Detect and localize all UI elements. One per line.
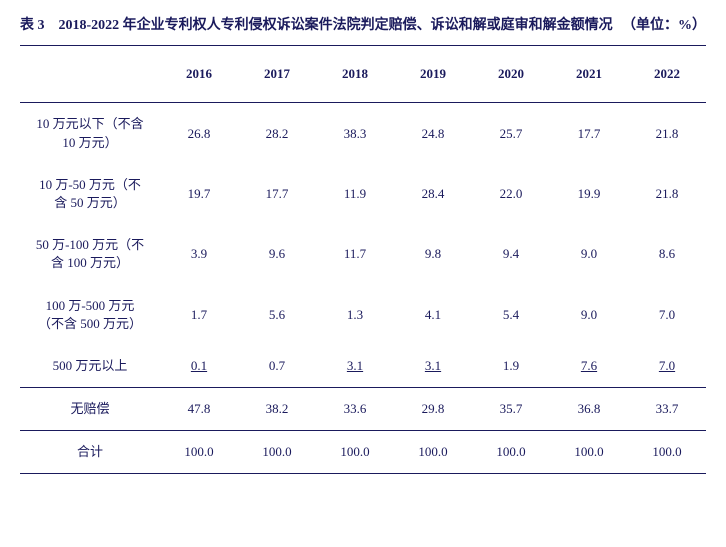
data-cell: 1.9	[472, 345, 550, 388]
row-label: 无赔偿	[70, 400, 109, 418]
data-cell: 100.0	[160, 431, 238, 474]
table-row: 100 万-500 万元 （不含 500 万元） 1.75.61.34.15.49…	[20, 285, 706, 345]
table-row: 合计100.0100.0100.0100.0100.0100.0100.0	[20, 431, 706, 474]
data-cell: 9.4	[472, 224, 550, 284]
row-label-cell: 合计	[20, 431, 160, 474]
data-cell: 11.7	[316, 224, 394, 284]
row-label: 10 万-50 万元（不 含 50 万元）	[39, 176, 141, 212]
data-cell: 8.6	[628, 224, 706, 284]
data-cell: 47.8	[160, 388, 238, 431]
data-cell: 25.7	[472, 103, 550, 164]
row-label-cell: 10 万-50 万元（不 含 50 万元）	[20, 164, 160, 224]
underlined-value: 7.0	[659, 358, 675, 373]
data-cell: 5.6	[238, 285, 316, 345]
row-label-cell: 500 万元以上	[20, 345, 160, 388]
row-label-cell: 50 万-100 万元（不 含 100 万元）	[20, 224, 160, 284]
data-cell: 36.8	[550, 388, 628, 431]
data-cell: 7.0	[628, 345, 706, 388]
data-table: 2016201720182019202020212022 10 万元以下（不含 …	[20, 45, 706, 474]
data-cell: 3.1	[316, 345, 394, 388]
table-row: 500 万元以上 0.1 0.7 3.1 3.1 1.9 7.6 7.0	[20, 345, 706, 388]
data-cell: 35.7	[472, 388, 550, 431]
data-cell: 9.0	[550, 224, 628, 284]
table-row: 无赔偿 47.838.233.629.835.736.833.7	[20, 388, 706, 431]
data-cell: 17.7	[550, 103, 628, 164]
table-row: 10 万-50 万元（不 含 50 万元） 19.717.711.928.422.…	[20, 164, 706, 224]
col-label	[20, 46, 160, 103]
data-cell: 4.1	[394, 285, 472, 345]
data-cell: 100.0	[316, 431, 394, 474]
data-cell: 100.0	[550, 431, 628, 474]
data-cell: 28.4	[394, 164, 472, 224]
data-cell: 9.0	[550, 285, 628, 345]
table-head: 2016201720182019202020212022	[20, 46, 706, 103]
row-label-cell: 10 万元以下（不含 10 万元）	[20, 103, 160, 164]
row-label-cell: 无赔偿	[20, 388, 160, 431]
data-cell: 17.7	[238, 164, 316, 224]
table-row: 50 万-100 万元（不 含 100 万元） 3.99.611.79.89.49…	[20, 224, 706, 284]
data-cell: 100.0	[394, 431, 472, 474]
data-cell: 3.1	[394, 345, 472, 388]
data-cell: 33.7	[628, 388, 706, 431]
data-cell: 26.8	[160, 103, 238, 164]
data-cell: 21.8	[628, 164, 706, 224]
col-year: 2016	[160, 46, 238, 103]
data-cell: 0.7	[238, 345, 316, 388]
row-label: 50 万-100 万元（不 含 100 万元）	[36, 236, 144, 272]
data-cell: 7.6	[550, 345, 628, 388]
data-cell: 1.7	[160, 285, 238, 345]
data-cell: 7.0	[628, 285, 706, 345]
data-cell: 19.9	[550, 164, 628, 224]
data-cell: 0.1	[160, 345, 238, 388]
underlined-value: 3.1	[347, 358, 363, 373]
col-year: 2017	[238, 46, 316, 103]
data-cell: 38.2	[238, 388, 316, 431]
row-label: 100 万-500 万元 （不含 500 万元）	[38, 297, 142, 333]
col-year: 2019	[394, 46, 472, 103]
data-cell: 9.6	[238, 224, 316, 284]
data-cell: 3.9	[160, 224, 238, 284]
data-cell: 22.0	[472, 164, 550, 224]
data-cell: 100.0	[628, 431, 706, 474]
data-cell: 28.2	[238, 103, 316, 164]
header-row: 2016201720182019202020212022	[20, 46, 706, 103]
row-label: 合计	[77, 443, 103, 461]
data-cell: 11.9	[316, 164, 394, 224]
data-cell: 9.8	[394, 224, 472, 284]
data-cell: 100.0	[472, 431, 550, 474]
data-cell: 24.8	[394, 103, 472, 164]
row-label-cell: 100 万-500 万元 （不含 500 万元）	[20, 285, 160, 345]
table-title: 表 3 2018-2022 年企业专利权人专利侵权诉讼案件法院判定赔偿、诉讼和解…	[20, 15, 706, 37]
row-label: 500 万元以上	[53, 357, 128, 375]
table-body: 10 万元以下（不含 10 万元）26.828.238.324.825.717.…	[20, 103, 706, 474]
underlined-value: 0.1	[191, 358, 207, 373]
underlined-value: 7.6	[581, 358, 597, 373]
data-cell: 38.3	[316, 103, 394, 164]
col-year: 2018	[316, 46, 394, 103]
data-cell: 19.7	[160, 164, 238, 224]
title-main: 表 3 2018-2022 年企业专利权人专利侵权诉讼案件法院判定赔偿、诉讼和解…	[20, 18, 613, 33]
data-cell: 29.8	[394, 388, 472, 431]
table-row: 10 万元以下（不含 10 万元） 26.828.238.324.825.717.…	[20, 103, 706, 164]
underlined-value: 3.1	[425, 358, 441, 373]
col-year: 2020	[472, 46, 550, 103]
data-cell: 33.6	[316, 388, 394, 431]
col-year: 2022	[628, 46, 706, 103]
data-cell: 100.0	[238, 431, 316, 474]
data-cell: 5.4	[472, 285, 550, 345]
data-cell: 21.8	[628, 103, 706, 164]
data-cell: 1.3	[316, 285, 394, 345]
title-unit: （单位：%）	[622, 15, 706, 37]
row-label: 10 万元以下（不含 10 万元）	[36, 115, 143, 151]
col-year: 2021	[550, 46, 628, 103]
